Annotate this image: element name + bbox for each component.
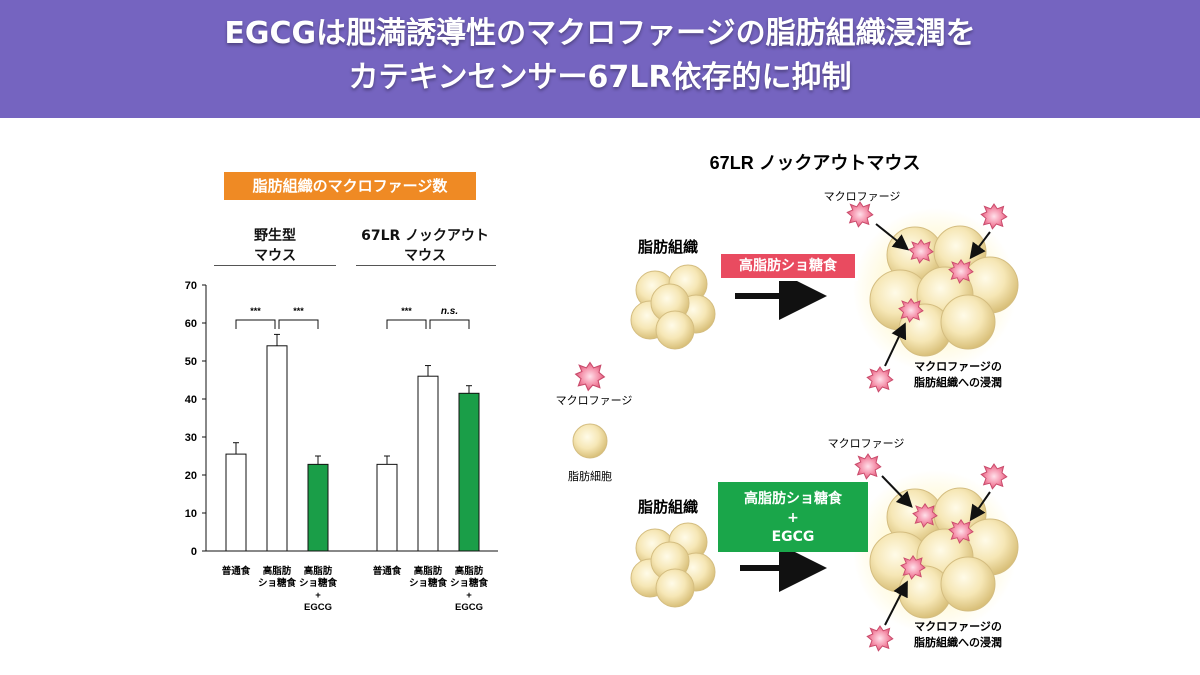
y-tick-label: 60 [185, 318, 197, 330]
category-label: 高脂肪 [263, 565, 292, 577]
category-label: ショ糖食 [450, 577, 489, 589]
top-macrophage-out-3 [866, 366, 894, 393]
top-tissue-label: 脂肪組織 [638, 238, 698, 256]
significance-bracket [429, 319, 470, 329]
y-tick-label: 70 [185, 280, 197, 292]
category-label: 普通食 [222, 565, 251, 577]
bottom-macrophage-out-3 [866, 625, 894, 652]
bottom-arrow-in-1 [881, 475, 913, 508]
category-label: 高脂肪 [455, 565, 484, 577]
bottom-macrophage-label: マクロファージ [828, 437, 905, 450]
category-label: EGCG [455, 602, 483, 613]
chart-title: 脂肪組織のマクロファージ数 [224, 172, 476, 200]
title-line-2: カテキンセンサー67LR依存的に抑制 [348, 60, 852, 95]
top-macrophage-label: マクロファージ [824, 190, 901, 203]
diet-box-egcg-line1: 高脂肪ショ糖食 [744, 491, 842, 507]
top-infiltration-line2: 脂肪組織への浸潤 [913, 375, 1002, 389]
diagram-title: 67LR ノックアウトマウス [710, 153, 921, 173]
category-label: 高脂肪 [414, 565, 443, 577]
bottom-tissue-label: 脂肪組織 [638, 498, 698, 516]
category-label: ショ糖食 [258, 577, 297, 589]
category-label: 普通食 [373, 565, 402, 577]
category-label: + [315, 590, 321, 601]
significance-label: n.s. [441, 306, 458, 317]
group-label-knockout-line2: マウス [404, 248, 446, 264]
bottom-arrow-in-2 [969, 491, 991, 522]
legend-macrophage-label: マクロファージ [556, 394, 633, 407]
group-label-wild-type-line2: マウス [254, 248, 296, 264]
bottom-infiltration-line1: マクロファージの [914, 620, 1002, 633]
bottom-macrophage-out-2 [980, 463, 1008, 490]
top-large-tissue [853, 208, 1019, 372]
top-infiltration-line1: マクロファージの [914, 360, 1002, 373]
y-tick-label: 10 [185, 508, 197, 520]
bottom-arrow-in-3 [884, 580, 908, 626]
y-tick-label: 30 [185, 432, 197, 444]
significance-bracket [235, 319, 276, 329]
title-banner: EGCGは肥満誘導性のマクロファージの脂肪組織浸潤を カテキンセンサー67LR依… [0, 0, 1200, 118]
category-label: ショ糖食 [409, 577, 448, 589]
top-arrow-in-2 [969, 231, 991, 260]
diet-box-high-fat: 高脂肪ショ糖食 [718, 251, 858, 281]
top-arrow-in-1 [875, 223, 910, 251]
legend-adipocyte-icon [572, 423, 608, 459]
diet-box-egcg-line3: EGCG [771, 529, 815, 545]
significance-bracket [386, 319, 427, 329]
top-small-tissue [630, 264, 716, 350]
significance-label: *** [293, 306, 304, 316]
group-label-knockout: 67LR ノックアウト マウス [352, 226, 498, 266]
significance-bracket [278, 319, 319, 329]
y-tick-label: 40 [185, 394, 197, 406]
bottom-small-tissue [630, 522, 716, 608]
top-macrophage-out-1 [846, 201, 874, 228]
top-arrow-in-3 [884, 322, 907, 367]
bottom-large-tissue [853, 470, 1019, 634]
diet-box-high-fat-egcg: 高脂肪ショ糖食 + EGCG [718, 482, 868, 552]
significance-label: *** [401, 306, 412, 316]
y-tick-label: 50 [185, 356, 197, 368]
title-line-1: EGCGは肥満誘導性のマクロファージの脂肪組織浸潤を [224, 16, 976, 51]
group-underline-knockout [356, 265, 496, 266]
group-underline-wild-type [214, 265, 336, 266]
bottom-infiltration-line2: 脂肪組織への浸潤 [913, 635, 1002, 649]
y-tick-label: 0 [191, 546, 197, 558]
category-label: ショ糖食 [299, 577, 338, 589]
category-label: EGCG [304, 602, 332, 613]
category-label: 高脂肪 [304, 565, 333, 577]
significance-label: *** [250, 306, 261, 316]
legend-adipocyte-label: 脂肪細胞 [568, 469, 612, 483]
group-label-knockout-line1: 67LR ノックアウト [361, 228, 489, 244]
group-label-wild-type-line1: 野生型 [254, 228, 296, 244]
category-label: + [466, 590, 472, 601]
y-tick-label: 20 [185, 470, 197, 482]
legend-macrophage-icon [575, 361, 605, 391]
bottom-macrophage-out-1 [854, 453, 882, 480]
diet-box-egcg-line2: + [787, 510, 799, 526]
group-label-wild-type: 野生型 マウス [214, 226, 336, 266]
